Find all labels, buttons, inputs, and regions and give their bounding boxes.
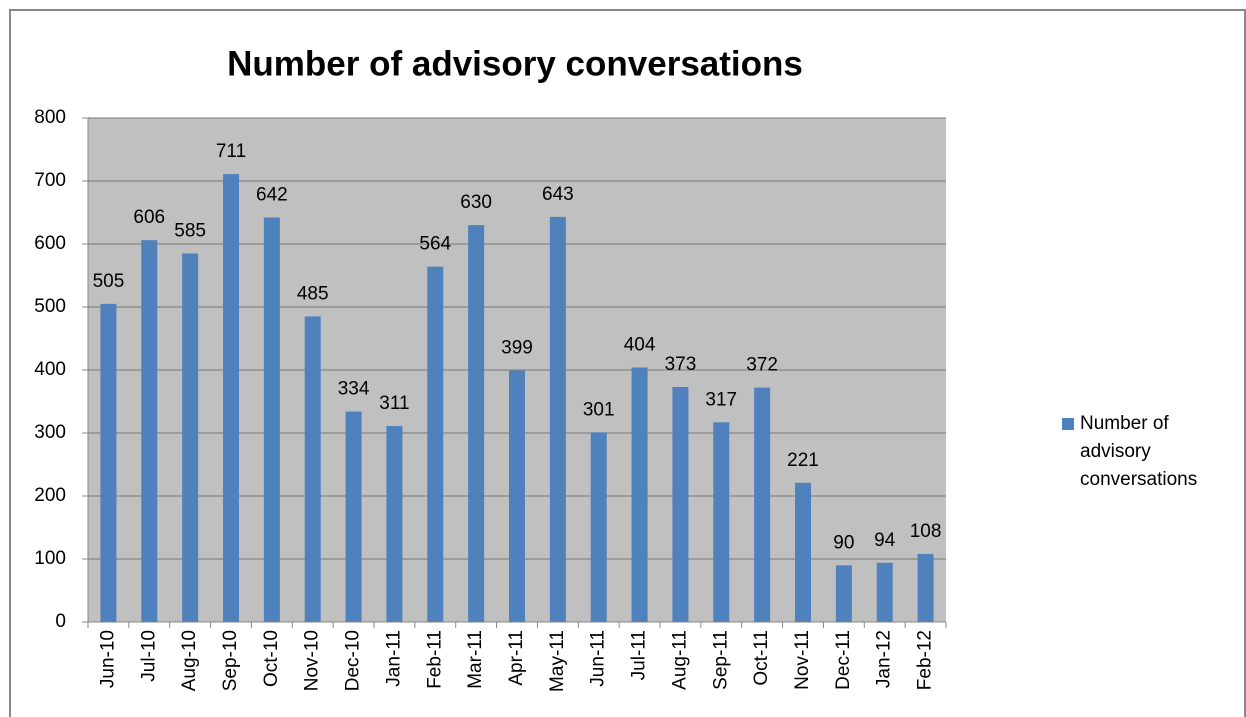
x-tick-label: Jun-11 (588, 630, 609, 687)
data-label: 585 (174, 220, 206, 241)
bar (345, 411, 362, 622)
bar (468, 225, 485, 622)
bar (835, 565, 852, 622)
x-tick-label: Jun-10 (97, 630, 118, 688)
legend-label: Number of advisory conversations (1080, 413, 1198, 490)
bar (549, 216, 566, 622)
bar (100, 303, 117, 622)
bar (386, 426, 403, 622)
data-label: 485 (297, 283, 329, 304)
data-label: 221 (787, 450, 819, 471)
y-tick-label: 0 (55, 611, 66, 632)
chart-title: Number of advisory conversations (227, 44, 803, 83)
bar (754, 387, 771, 622)
data-label: 108 (910, 521, 942, 542)
bar (223, 174, 239, 622)
data-label: 505 (93, 271, 125, 292)
x-tick-label: Jul-10 (138, 630, 159, 682)
data-label: 94 (874, 530, 896, 551)
x-tick-label: Sep-10 (220, 630, 241, 691)
bar (590, 432, 607, 622)
data-label: 399 (501, 338, 533, 359)
x-tick-label: Oct-11 (751, 630, 772, 686)
legend-swatch (1062, 418, 1074, 430)
x-tick-label: Sep-11 (710, 630, 731, 690)
data-label: 373 (665, 354, 697, 375)
bar (631, 367, 648, 622)
data-label: 606 (133, 207, 165, 228)
x-tick-label: Jul-11 (629, 630, 650, 680)
y-tick-label: 400 (34, 359, 66, 380)
data-label: 311 (379, 393, 409, 414)
x-tick-label: May-11 (547, 630, 568, 692)
x-tick-label: Dec-10 (343, 630, 364, 691)
data-label: 301 (583, 399, 615, 420)
y-tick-label: 500 (34, 296, 66, 317)
legend: Number of advisory conversations (1062, 410, 1230, 494)
bar (304, 316, 321, 622)
y-tick-label: 600 (34, 233, 66, 254)
data-label: 630 (460, 192, 492, 213)
x-tick-label: Dec-11 (833, 630, 854, 690)
x-tick-label: Nov-11 (792, 630, 813, 690)
x-tick-label: Jan-12 (874, 630, 895, 688)
x-tick-label: Feb-12 (915, 630, 936, 690)
data-label: 317 (705, 389, 737, 410)
data-label: 711 (216, 141, 246, 162)
bar (263, 217, 280, 623)
data-label: 404 (624, 334, 656, 355)
x-tick-label: Aug-11 (669, 630, 690, 690)
bar (672, 387, 689, 622)
bar (917, 553, 934, 622)
x-tick-label: Oct-10 (261, 630, 282, 687)
data-label: 372 (746, 355, 778, 376)
x-tick-label: Aug-10 (179, 630, 200, 691)
x-tick-label: Apr-11 (506, 630, 527, 686)
x-tick-label: Mar-11 (465, 630, 486, 689)
data-label: 642 (256, 185, 288, 206)
bar (876, 562, 893, 622)
x-tick-label: Nov-10 (302, 630, 323, 691)
y-tick-label: 800 (34, 107, 66, 128)
data-label: 334 (338, 379, 370, 400)
y-tick-label: 100 (34, 548, 66, 569)
x-tick-label: Feb-11 (424, 630, 445, 689)
y-tick-label: 700 (34, 170, 66, 191)
y-tick-label: 200 (34, 485, 66, 506)
bar (713, 422, 730, 622)
bar (509, 370, 525, 622)
bar (182, 253, 199, 622)
bar (427, 266, 444, 622)
data-label: 564 (419, 234, 451, 255)
bar (795, 482, 811, 622)
data-label: 90 (833, 532, 854, 553)
bar (141, 240, 158, 622)
data-label: 643 (542, 184, 574, 205)
x-tick-label: Jan-11 (383, 630, 404, 687)
y-tick-label: 300 (34, 422, 66, 443)
